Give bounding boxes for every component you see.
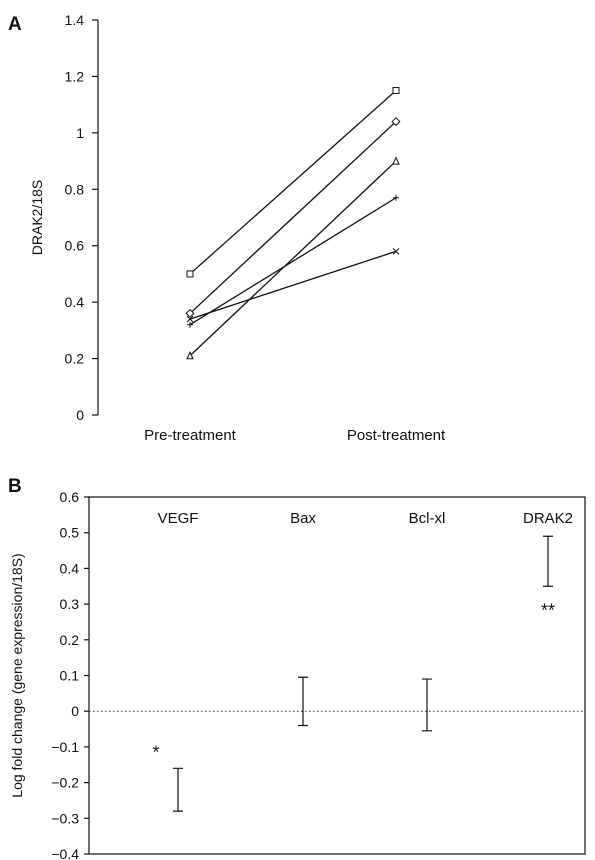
panel-b-error-bar <box>422 678 432 732</box>
panel-b-category-label: DRAK2 <box>523 510 573 527</box>
panel-a-point-plus <box>187 321 193 328</box>
panel-a-series-line <box>189 90 397 275</box>
panel-a-series-line <box>189 160 397 357</box>
panel-a-point-triangle <box>392 156 400 165</box>
panel-a-y-tick-label: 0.4 <box>65 294 85 310</box>
panel-a-letter: A <box>8 14 22 35</box>
panel-b-category-label: VEGF <box>158 510 199 527</box>
panel-a-point-cross <box>186 315 194 323</box>
panel-a-y-ticks: 0 0.2 0.4 0.6 0.8 1 1.2 1.4 <box>65 12 98 423</box>
panel-a-category-label: Pre-treatment <box>144 427 237 444</box>
panel-b-y-tick-label: 0.6 <box>60 489 80 505</box>
panel-a-point-diamond <box>185 308 195 318</box>
panel-b-error-bar <box>298 676 308 727</box>
panel-b-category-label: Bax <box>290 510 316 527</box>
panel-b-error-bars <box>173 535 553 812</box>
panel-b-y-tick-label: 0 <box>71 703 79 719</box>
panel-a-point-diamond <box>391 117 401 127</box>
panel-b-y-ticks: −0.4 −0.3 −0.2 −0.1 0 0.1 0.2 0.3 0.4 0.5 0.6 <box>51 489 89 860</box>
panel-a: A 0 0.2 0.4 0.6 0.8 1 1.2 1.4 DRAK2/18S Pre-tre… <box>8 12 446 444</box>
panel-a-point-square <box>392 87 400 95</box>
panel-b-y-tick-label: −0.1 <box>51 739 79 755</box>
panel-a-y-tick-label: 1.4 <box>65 12 85 28</box>
panel-b-y-tick-label: 0.3 <box>60 596 80 612</box>
panel-b-y-tick-label: −0.3 <box>51 810 79 826</box>
panel-b-error-bar <box>173 767 183 812</box>
panel-b-y-tick-label: 0.1 <box>60 668 80 684</box>
panel-a-point-cross <box>392 248 400 255</box>
panel-b-category-label: Bcl-xl <box>409 510 446 527</box>
panel-b-error-bar <box>543 535 553 587</box>
panel-a-point-square <box>186 270 194 278</box>
panel-a-series <box>185 87 401 360</box>
panel-b-y-tick-label: 0.4 <box>60 560 80 576</box>
panel-a-point-plus <box>393 194 399 201</box>
panel-a-point-triangle <box>186 351 194 360</box>
panel-a-series-line <box>189 197 397 326</box>
panel-b-y-tick-label: −0.2 <box>51 775 79 791</box>
panel-b-categories: VEGF Bax Bcl-xl DRAK2 <box>158 510 573 527</box>
panel-a-y-tick-label: 0.6 <box>65 238 85 254</box>
panel-a-y-tick-label: 0.2 <box>65 351 85 367</box>
panel-a-series-line <box>189 250 397 320</box>
panel-a-y-tick-label: 0.8 <box>65 181 85 197</box>
panel-a-y-tick-label: 1.2 <box>65 68 85 84</box>
panel-a-category-label: Post-treatment <box>347 427 446 444</box>
panel-a-y-axis-label: DRAK2/18S <box>29 180 45 255</box>
panel-b-significance-marker: ** <box>541 600 555 620</box>
panel-b-plot-frame <box>88 496 586 855</box>
panel-a-categories: Pre-treatment Post-treatment <box>144 427 446 444</box>
panel-b-significance: *** <box>152 600 555 762</box>
panel-b-significance-marker: * <box>152 742 159 762</box>
panel-b-y-tick-label: 0.5 <box>60 525 80 541</box>
panel-a-y-tick-label: 0 <box>76 407 84 423</box>
panel-b-letter: B <box>8 476 22 497</box>
panel-b-y-axis-label: Log fold change (gene expression/18S) <box>9 553 25 797</box>
panel-a-y-tick-label: 1 <box>76 125 84 141</box>
panel-b-y-tick-label: −0.4 <box>51 846 79 860</box>
panel-a-series-line <box>189 121 397 314</box>
panel-b-y-tick-label: 0.2 <box>60 632 80 648</box>
panel-b: B −0.4 −0.3 −0.2 −0.1 0 0.1 0.2 0.3 0.4 0.5 0.6 Lo… <box>8 476 586 860</box>
